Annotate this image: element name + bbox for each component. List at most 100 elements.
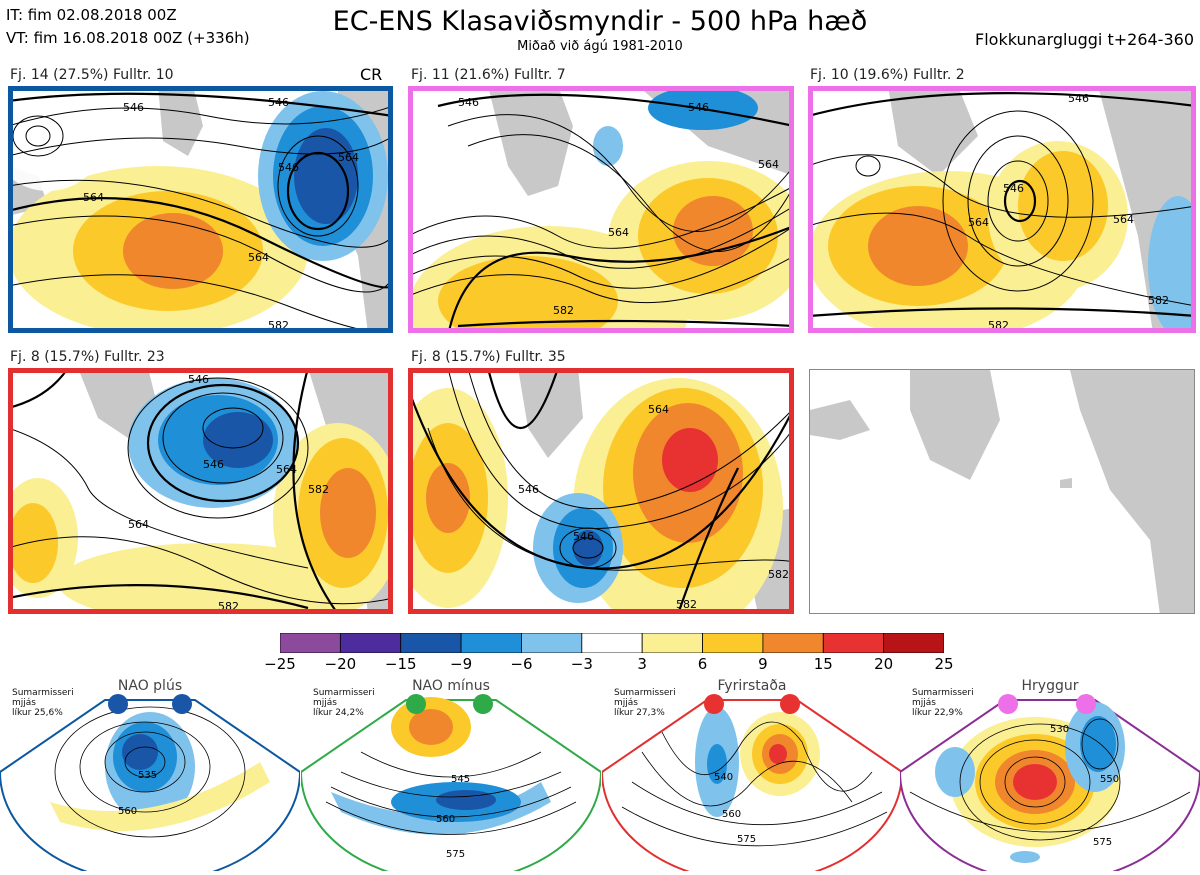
contour-label: 560 <box>436 814 455 825</box>
regime-season: Sumarmisseri <box>912 688 974 698</box>
greenland-land <box>488 86 573 196</box>
height-contours <box>427 368 794 578</box>
anomaly-lightblue <box>1010 851 1040 863</box>
anomaly-orange <box>673 196 753 266</box>
cluster-map-1: 546 546 564 564 564 546 582 <box>8 86 393 333</box>
colorbar-tick-label: 25 <box>934 655 954 673</box>
contour-label: 582 <box>553 304 574 317</box>
contour-label: 546 <box>123 101 144 114</box>
colorbar-tick-label: 9 <box>758 655 768 673</box>
bold-contours <box>437 93 794 333</box>
regime-probability: líkur 27,3% <box>614 708 665 718</box>
regime-dot <box>406 694 426 714</box>
regime-method: mjjás <box>614 698 638 708</box>
contour-label: 550 <box>1100 774 1119 785</box>
contour-label: 575 <box>737 834 756 845</box>
regime-contours <box>909 718 1191 841</box>
cluster-map-5: 546 546 564 582 582 <box>408 368 794 614</box>
europe-land <box>1070 370 1194 613</box>
anomaly-deepblue <box>294 128 358 224</box>
cluster-map-2-svg: 546 546 564 564 582 <box>408 86 794 333</box>
colorbar-bin <box>581 632 643 654</box>
contour-label: 546 <box>278 161 299 174</box>
regime-info: Sumarmisseri mjjás líkur 24,2% <box>313 688 375 718</box>
contour-label: 540 <box>714 772 733 783</box>
colorbar-tick-label: −3 <box>570 655 593 673</box>
regime-dot <box>1076 694 1096 714</box>
contour-label: 564 <box>1113 213 1134 226</box>
anomaly-orange <box>320 468 376 558</box>
panel-frame <box>8 368 393 614</box>
cluster-map-4-svg: 546 546 564 564 582 582 <box>8 368 393 614</box>
bold-contours <box>408 368 794 614</box>
colorbar-tick-label: −9 <box>450 655 473 673</box>
anomaly-lightblue <box>593 126 623 166</box>
anomaly-white <box>8 91 103 191</box>
contour-label: 546 <box>573 530 594 543</box>
cluster-map-1-svg: 546 546 564 564 564 546 582 <box>8 86 393 333</box>
greenland-land <box>518 368 583 458</box>
anomaly-red <box>1013 764 1057 800</box>
regime-info: Sumarmisseri mjjás líkur 22,9% <box>912 688 974 718</box>
regime-dot <box>473 694 493 714</box>
regime-info: Sumarmisseri mjjás líkur 27,3% <box>614 688 676 718</box>
colorbar-tick-label: −25 <box>264 655 296 673</box>
anomaly-orange <box>426 463 470 533</box>
colorbar-bin <box>521 632 583 654</box>
anomaly-deepblue <box>436 790 496 810</box>
classification-window: Flokkunargluggi t+264-360 <box>975 30 1194 49</box>
anomaly-deepblue <box>122 734 158 770</box>
cluster-map-3-svg: 546 546 564 564 582 582 <box>808 86 1196 333</box>
cluster-map-5-svg: 546 546 564 582 582 <box>408 368 794 614</box>
panel-1-label: Fj. 14 (27.5%) Fulltr. 10 <box>10 67 174 83</box>
regime-dot <box>704 694 724 714</box>
regime-blocking-map: 540 560 575 <box>600 694 904 875</box>
regime-name: NAO mínus <box>412 678 490 694</box>
contour-label: 546 <box>458 96 479 109</box>
anomaly-red <box>662 428 718 492</box>
regime-ridge: 530 550 575 Hryggur Sumarmisseri mjjás l… <box>898 672 1200 875</box>
regime-nao-plus: 535 560 NAO plús Sumarmisseri mjjás líku… <box>0 672 302 875</box>
regime-nao-minus: 545 560 575 NAO mínus Sumarmisseri mjjás… <box>299 672 603 875</box>
contour-label: 582 <box>768 568 789 581</box>
contour-label: 560 <box>722 809 741 820</box>
regime-contours <box>325 751 577 835</box>
contour-label: 582 <box>308 483 329 496</box>
page-subtitle: Miðað við ágú 1981-2010 <box>517 39 683 54</box>
contour-label: 582 <box>1148 294 1169 307</box>
regime-contours <box>54 706 246 838</box>
regime-name: Hryggur <box>1021 678 1079 694</box>
regime-season: Sumarmisseri <box>614 688 676 698</box>
cluster-map-2: 546 546 564 564 582 <box>408 86 794 333</box>
colorbar-tick-label: 6 <box>697 655 708 673</box>
panel-frame <box>8 86 393 333</box>
contour-label: 564 <box>276 463 297 476</box>
colorbar-bin <box>460 632 522 654</box>
contour-label: 546 <box>188 373 209 386</box>
anomaly-deepblue <box>203 412 273 468</box>
panel-4-label: Fj. 8 (15.7%) Fulltr. 23 <box>10 349 165 365</box>
panel-1-tag: CR <box>360 65 383 84</box>
regime-blocking: 540 560 575 Fyrirstaða Sumarmisseri mjjá… <box>600 672 904 875</box>
regime-method: mjjás <box>912 698 936 708</box>
contour-label: 546 <box>1068 92 1089 105</box>
anomaly-yellow <box>438 256 618 333</box>
anomaly-lightblue <box>331 782 551 835</box>
contour-label: 564 <box>608 226 629 239</box>
bold-contours <box>808 92 1196 318</box>
anomaly-lightblue <box>935 747 975 797</box>
contour-label: 560 <box>118 806 137 817</box>
anomaly-orange <box>409 709 453 745</box>
contour-label: 564 <box>758 158 779 171</box>
regime-season: Sumarmisseri <box>12 688 74 698</box>
colorbar-bin <box>641 632 703 654</box>
height-contours <box>808 110 1196 307</box>
colorbar-bin <box>339 632 402 654</box>
height-contours <box>8 105 393 333</box>
contour-label: 545 <box>451 774 470 785</box>
contour-label: 564 <box>83 191 104 204</box>
anomaly-blue <box>707 744 727 784</box>
anomaly-red <box>769 744 787 764</box>
regime-method: mjjás <box>313 698 337 708</box>
colorbar-tick-label: 3 <box>637 655 647 673</box>
